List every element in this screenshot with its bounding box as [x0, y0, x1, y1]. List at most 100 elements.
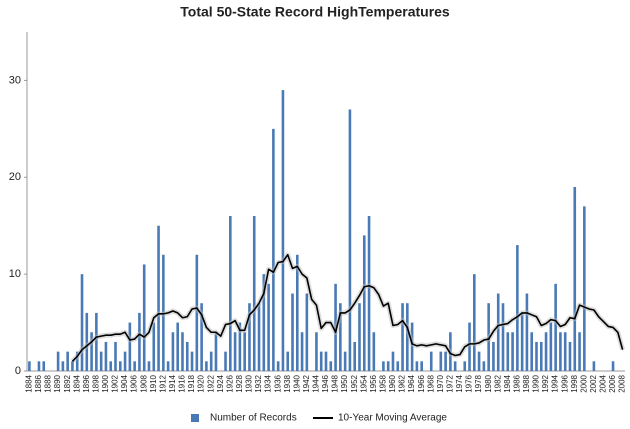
bar: [80, 274, 84, 371]
bar: [348, 109, 352, 371]
x-tick-label: 1912: [158, 374, 167, 392]
bar: [386, 361, 390, 371]
bar: [429, 351, 433, 371]
x-tick-label: 1980: [484, 374, 493, 392]
bar: [492, 341, 495, 371]
x-tick-label: 1938: [283, 374, 292, 392]
bar: [611, 361, 615, 371]
x-tick-label: 1898: [91, 374, 100, 392]
bar: [157, 225, 160, 371]
bar: [252, 216, 256, 371]
x-tick-label: 1920: [197, 374, 206, 392]
x-tick-label: 1986: [512, 374, 521, 392]
x-tick-label: 1942: [302, 374, 311, 392]
x-tick-label: 1974: [455, 374, 464, 392]
bar: [324, 351, 328, 371]
bar: [382, 361, 385, 371]
x-tick-label: 1886: [34, 374, 43, 392]
bar: [319, 351, 323, 371]
x-tick-label: 1978: [474, 374, 483, 392]
x-tick-label: 1900: [101, 374, 110, 392]
x-tick-label: 1970: [436, 374, 445, 392]
bar: [511, 332, 514, 371]
bar: [506, 332, 510, 371]
x-tick-label: 1896: [82, 374, 91, 392]
bar: [525, 293, 529, 371]
bar: [391, 351, 395, 371]
x-tick-label: 1948: [331, 374, 340, 392]
x-tick-label: 1940: [292, 374, 301, 392]
bar: [190, 351, 194, 371]
bar: [463, 361, 467, 371]
bar: [401, 303, 404, 371]
bar: [243, 332, 246, 371]
bar: [563, 332, 567, 371]
bar: [530, 332, 534, 371]
x-tick-label: 1918: [187, 374, 196, 392]
bar: [473, 274, 476, 371]
x-tick-label: 2004: [599, 374, 608, 392]
bar: [578, 332, 581, 371]
bar: [99, 351, 103, 371]
bar: [272, 128, 275, 371]
x-tick-label: 1934: [264, 374, 273, 392]
bar: [353, 341, 357, 371]
bar: [257, 303, 261, 371]
bar: [28, 361, 31, 371]
x-tick-label: 1988: [522, 374, 531, 392]
bar: [147, 361, 151, 371]
line: [71, 253, 624, 362]
y-tick-label: 10: [9, 268, 21, 280]
bar: [118, 361, 122, 371]
bar: [171, 332, 175, 371]
x-tick-label: 1950: [340, 374, 349, 392]
x-tick-label: 1956: [369, 374, 378, 392]
bar: [520, 312, 524, 371]
x-tick-label: 1962: [398, 374, 407, 392]
x-tick-label: 1926: [225, 374, 234, 392]
bar: [554, 283, 557, 371]
x-tick-label: 1994: [551, 374, 560, 392]
bar: [152, 322, 156, 371]
bar: [516, 245, 519, 371]
x-tick-label: 1966: [417, 374, 426, 392]
x-tick-label: 1936: [273, 374, 282, 392]
bar: [315, 332, 318, 371]
bar: [573, 186, 577, 371]
bar: [138, 312, 141, 371]
x-tick-label: 1964: [407, 374, 416, 392]
bar: [291, 293, 294, 371]
bar: [85, 312, 89, 371]
bar: [286, 351, 290, 371]
x-tick-label: 1906: [130, 374, 139, 392]
bar: [75, 351, 79, 371]
x-tick-label: 2000: [579, 374, 588, 392]
x-tick-label: 1992: [541, 374, 550, 392]
x-tick-label: 2002: [589, 374, 598, 392]
bar: [410, 322, 414, 371]
bar: [343, 351, 347, 371]
x-tick-label: 1894: [72, 374, 81, 392]
bar: [95, 312, 98, 371]
x-tick-label: 2008: [618, 374, 627, 392]
bar: [176, 322, 179, 371]
bar: [568, 341, 572, 371]
bar: [185, 341, 189, 371]
x-tick-label: 1914: [168, 374, 177, 392]
bar: [114, 341, 117, 371]
bar: [549, 322, 553, 371]
x-tick-label: 1888: [44, 374, 53, 392]
bar: [358, 303, 361, 371]
x-tick-label: 2006: [608, 374, 617, 392]
bar: [90, 332, 93, 371]
x-tick-label: 1910: [149, 374, 158, 392]
bar: [133, 361, 136, 371]
bar: [248, 303, 251, 371]
x-tick-label: 1884: [25, 374, 34, 392]
bar: [559, 332, 562, 371]
x-tick-label: 1944: [312, 374, 321, 392]
bar: [209, 351, 213, 371]
bar: [367, 216, 371, 371]
bar: [66, 351, 69, 371]
x-tick-label: 1990: [532, 374, 541, 392]
